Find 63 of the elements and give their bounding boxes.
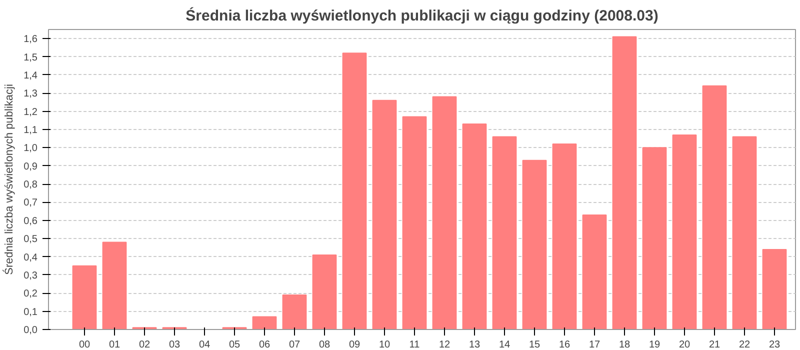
x-tick-label: 09 <box>348 340 360 350</box>
x-tick-label: 04 <box>198 340 210 350</box>
y-tick-label: 1,0 <box>24 143 38 154</box>
bar <box>252 316 277 330</box>
bar <box>582 214 607 330</box>
x-tick-label: 00 <box>78 340 90 350</box>
bar <box>492 136 517 330</box>
bar <box>282 294 307 330</box>
y-tick-label: 0,6 <box>24 216 38 227</box>
y-tick-label: 0,5 <box>24 234 38 246</box>
y-axis-title: Średnia liczba wyświetlonych publikacji <box>2 84 16 275</box>
bar <box>342 52 367 330</box>
bar <box>612 36 637 330</box>
bar <box>72 265 97 330</box>
x-tick-label: 10 <box>378 340 390 350</box>
y-tick-label: 0,1 <box>24 306 38 318</box>
y-tick-label: 1,6 <box>24 34 38 46</box>
bar <box>762 249 787 330</box>
y-tick-label: 0,7 <box>24 198 38 209</box>
x-tick-label: 15 <box>528 340 540 350</box>
y-tick-label: 1,5 <box>24 52 38 64</box>
bar <box>432 96 457 330</box>
bar <box>102 242 127 330</box>
x-tick-label: 08 <box>318 340 330 350</box>
x-tick-label: 20 <box>678 340 690 350</box>
bar <box>312 254 337 330</box>
x-tick-label: 07 <box>288 340 300 350</box>
bar <box>462 124 487 330</box>
x-tick-label: 21 <box>708 340 720 350</box>
x-tick-label: 02 <box>138 340 150 350</box>
y-tick-label: 0,2 <box>24 288 38 300</box>
y-tick-label: 0,4 <box>24 252 38 264</box>
x-tick-label: 11 <box>409 340 420 350</box>
y-tick-label: 0,9 <box>24 161 38 172</box>
x-tick-label: 17 <box>588 340 600 350</box>
bar <box>522 160 547 330</box>
x-tick-label: 22 <box>738 340 750 350</box>
x-tick-label: 16 <box>558 340 570 350</box>
y-tick-label: 0,3 <box>24 270 38 282</box>
bar <box>552 144 577 330</box>
x-tick-label: 19 <box>648 340 660 350</box>
x-tick-label: 13 <box>468 340 480 350</box>
chart-title: Średnia liczba wyświetlonych publikacji w ciągu godziny (2008.03) <box>186 6 658 24</box>
x-tick-label: 14 <box>498 340 510 350</box>
y-tick-label: 1,2 <box>24 106 38 118</box>
bar <box>702 85 727 330</box>
y-tick-label: 0,8 <box>24 180 38 191</box>
x-tick-label: 03 <box>168 340 180 350</box>
bar <box>732 136 757 330</box>
x-tick-label: 05 <box>228 340 240 350</box>
x-tick-label: 18 <box>618 340 630 350</box>
bar <box>642 147 667 330</box>
bar <box>672 134 697 330</box>
y-tick-label: 0,0 <box>24 325 38 336</box>
x-tick-label: 12 <box>438 340 450 350</box>
y-tick-label: 1,3 <box>24 88 38 100</box>
y-tick-label: 1,1 <box>24 125 38 136</box>
bar <box>372 100 397 330</box>
x-tick-label: 23 <box>768 340 780 350</box>
x-tick-label: 01 <box>108 340 120 350</box>
x-tick-label: 06 <box>258 340 270 350</box>
bar <box>402 116 427 330</box>
y-tick-label: 1,4 <box>24 70 38 82</box>
